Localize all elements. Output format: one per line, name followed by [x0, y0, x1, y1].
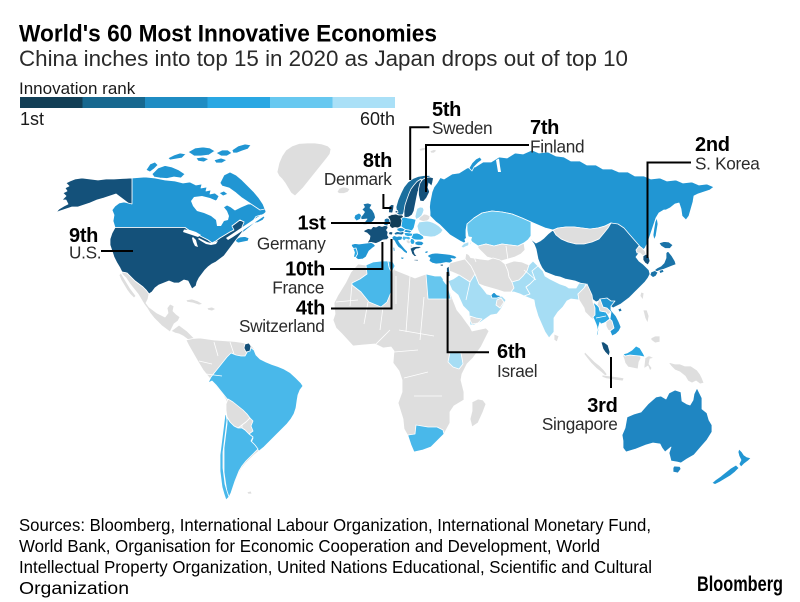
svg-text:Germany: Germany: [257, 234, 326, 254]
svg-text:S. Korea: S. Korea: [695, 154, 760, 174]
svg-text:Sources: Bloomberg, Internatio: Sources: Bloomberg, International Labour…: [19, 515, 651, 535]
svg-text:6th: 6th: [497, 341, 526, 363]
svg-text:9th: 9th: [69, 225, 98, 247]
svg-text:Switzerland: Switzerland: [239, 316, 325, 336]
svg-text:60th: 60th: [360, 109, 395, 129]
svg-text:Finland: Finland: [530, 137, 584, 157]
svg-text:Singapore: Singapore: [542, 414, 618, 434]
svg-text:Sweden: Sweden: [432, 118, 492, 138]
svg-text:7th: 7th: [530, 117, 559, 139]
svg-text:8th: 8th: [363, 150, 392, 172]
svg-text:4th: 4th: [296, 298, 325, 320]
svg-text:Israel: Israel: [497, 361, 537, 381]
svg-text:China inches into top 15 in 20: China inches into top 15 in 2020 as Japa…: [19, 46, 628, 71]
svg-text:Denmark: Denmark: [324, 169, 392, 189]
svg-text:France: France: [272, 278, 324, 298]
svg-text:2nd: 2nd: [695, 134, 730, 156]
svg-text:10th: 10th: [285, 259, 325, 281]
svg-text:1st: 1st: [297, 213, 326, 235]
svg-text:Innovation rank: Innovation rank: [19, 79, 136, 98]
svg-text:1st: 1st: [20, 109, 44, 129]
svg-text:U.S.: U.S.: [69, 243, 101, 263]
svg-text:3rd: 3rd: [587, 395, 617, 417]
svg-text:World's 60 Most Innovative Eco: World's 60 Most Innovative Economies: [19, 21, 437, 48]
svg-text:Organization: Organization: [19, 578, 129, 598]
svg-text:Intellectual Property Organiza: Intellectual Property Organization, Unit…: [19, 557, 652, 577]
svg-text:World Bank, Organisation for E: World Bank, Organisation for Economic Co…: [19, 536, 600, 556]
svg-text:5th: 5th: [432, 99, 461, 121]
svg-text:Bloomberg: Bloomberg: [697, 573, 783, 596]
